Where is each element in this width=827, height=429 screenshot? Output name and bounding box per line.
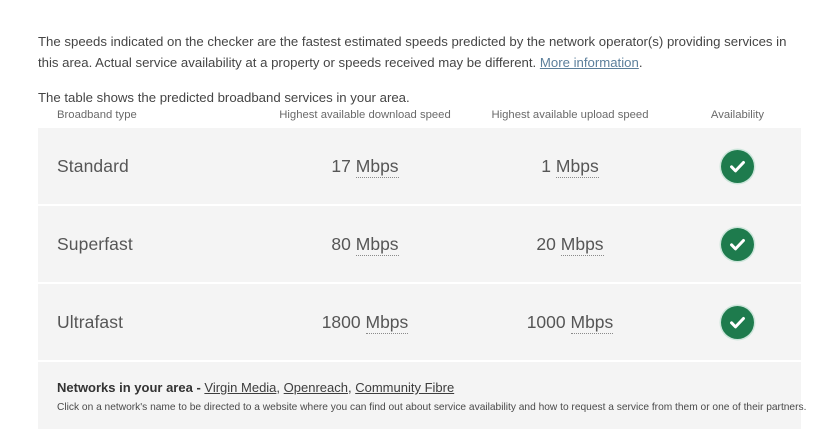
table-row: Ultrafast 1800 Mbps 1000 Mbps [38,284,801,362]
cell-download-speed: 17 Mbps [264,155,466,178]
check-circle-icon [721,149,754,183]
table-row: Superfast 80 Mbps 20 Mbps [38,206,801,284]
cell-broadband-type: Superfast [57,233,133,254]
cell-availability [674,149,801,183]
upload-speed-unit: Mbps [555,155,599,178]
column-header-download-speed: Highest available download speed [279,109,451,121]
cell-download-speed: 80 Mbps [264,233,466,256]
cell-availability [674,305,801,339]
download-speed-value: 1800 [321,311,361,332]
broadband-table: Broadband type Highest available downloa… [38,104,807,429]
cell-upload-speed: 1 Mbps [466,155,674,178]
networks-note: Click on a network's name to be directed… [57,402,807,413]
networks-label: Networks in your area - [57,380,205,395]
networks-separator: , [347,380,356,395]
more-information-link[interactable]: More information [539,55,639,71]
check-circle-icon [721,305,754,339]
cell-broadband-type: Ultrafast [57,311,124,332]
cell-upload-speed: 20 Mbps [466,233,674,256]
subintro-paragraph: The table shows the predicted broadband … [38,90,410,106]
column-header-availability: Availability [710,109,765,121]
cell-availability [674,227,801,261]
upload-speed-unit: Mbps [560,233,604,256]
table-row: Standard 17 Mbps 1 Mbps [38,128,801,206]
column-header-upload-speed: Highest available upload speed [491,109,649,121]
cell-download-speed: 1800 Mbps [264,311,466,334]
network-link-virgin-media[interactable]: Virgin Media [204,380,277,395]
networks-line: Networks in your area - Virgin Media, Op… [57,379,801,397]
cell-upload-speed: 1000 Mbps [466,311,674,334]
upload-speed-value: 1000 [526,311,566,332]
intro-paragraph: The speeds indicated on the checker are … [38,31,803,73]
download-speed-value: 17 [331,155,351,176]
upload-speed-value: 1 [541,155,552,176]
network-link-openreach[interactable]: Openreach [283,380,348,395]
download-speed-unit: Mbps [365,311,409,334]
download-speed-unit: Mbps [355,233,399,256]
check-circle-icon [721,227,754,261]
intro-text: The speeds indicated on the checker are … [38,34,787,71]
table-header-row: Broadband type Highest available downloa… [38,104,801,128]
networks-separator: , [276,380,284,395]
upload-speed-unit: Mbps [570,311,614,334]
networks-footer: Networks in your area - Virgin Media, Op… [38,362,807,429]
download-speed-value: 80 [331,233,351,254]
intro-period: . [638,55,643,71]
column-header-broadband-type: Broadband type [57,109,137,121]
cell-broadband-type: Standard [57,155,129,176]
upload-speed-value: 20 [536,233,556,254]
network-link-community-fibre[interactable]: Community Fibre [355,380,455,395]
download-speed-unit: Mbps [355,155,399,178]
